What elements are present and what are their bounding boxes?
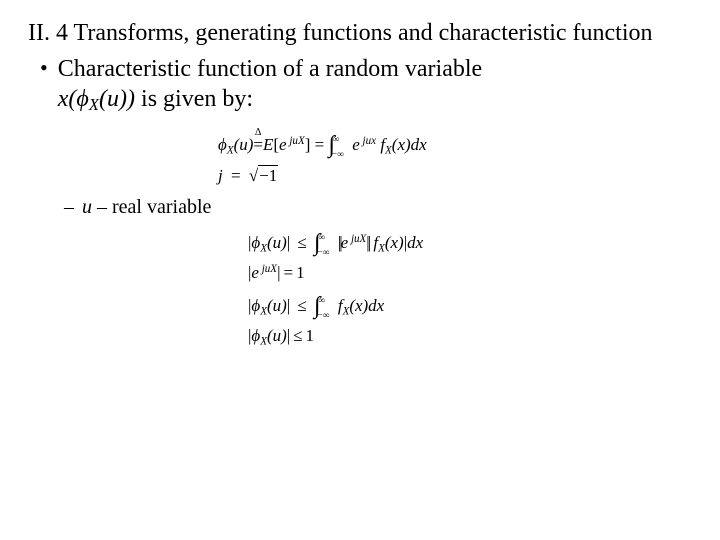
m6-one: 1 (306, 326, 315, 345)
m1-eq2: = (315, 135, 325, 154)
m4-one: 1 (296, 263, 305, 282)
m3-phi: ϕ (251, 233, 260, 252)
m1-exp2: jux (360, 135, 376, 147)
m5-fx: (x)dx (349, 296, 384, 315)
subbullet-item: – u – real variable (64, 194, 692, 220)
section-heading: II. 4 Transforms, generating functions a… (52, 18, 692, 48)
m1-eq-delta: = (253, 135, 263, 155)
m5-le: ≤ (297, 296, 306, 315)
equation-j-def: j = √−1 (218, 165, 692, 186)
math-block-1: ϕX(u)=E[e juX] = ∫∞−∞ e jux fX(x)dx j = … (218, 130, 692, 186)
math-block-2: |ϕX(u)| ≤ ∫∞−∞ ||e juX|| fX(x)|dx |e juX… (248, 228, 692, 347)
equation-characteristic-def: ϕX(u)=E[e juX] = ∫∞−∞ e jux fX(x)dx (218, 130, 692, 157)
bullet-marker: • (40, 54, 48, 82)
m2-sqrt-wrap: √−1 (249, 165, 278, 186)
m3-exp: juX (348, 233, 366, 245)
m1-e: e (279, 135, 287, 154)
m1-fsub: X (385, 144, 392, 156)
m3-sub: X (260, 242, 267, 254)
subbullet-marker: – (64, 194, 74, 220)
bullet-sub-x: X (89, 95, 99, 114)
m5-phi: ϕ (251, 296, 260, 315)
m1-lb: −∞ (332, 150, 344, 160)
m3-fsub: X (378, 242, 385, 254)
sb-dash: – (92, 196, 112, 218)
m1-ub: ∞ (333, 135, 340, 145)
m3-u: (u) (267, 233, 287, 252)
m6-sub: X (260, 336, 267, 348)
m3-lb: −∞ (317, 248, 329, 258)
m6-phi: ϕ (251, 326, 260, 345)
sb-u: u (82, 196, 92, 218)
m2-j: j (218, 166, 223, 185)
m4-e: e (251, 263, 259, 282)
bullet-paren-u: (u)) (99, 86, 135, 112)
m4-eq: = (283, 263, 293, 282)
bullet-text: Characteristic function of a random vari… (58, 54, 483, 116)
m4-exp: juX (259, 263, 277, 275)
subbullet-text: u – real variable (82, 194, 211, 220)
m3-le: ≤ (297, 233, 306, 252)
equation-bound-3: |ϕX(u)|≤1 (248, 326, 692, 347)
m2-inside: −1 (258, 165, 278, 186)
sb-text: real variable (112, 196, 211, 218)
m1-E: E (263, 135, 273, 154)
m1-e2: e (352, 135, 360, 154)
m6-u: (u) (267, 326, 287, 345)
m2-sqrt: √ (249, 166, 258, 185)
m5-u: (u) (267, 296, 287, 315)
m1-bclose: ] (305, 135, 311, 154)
m1-phi: ϕ (218, 135, 227, 154)
bullet-item: • Characteristic function of a random va… (40, 54, 692, 116)
equation-e-norm-1: |e juX|=1 (248, 263, 692, 283)
m5-sub: X (260, 306, 267, 318)
m3-fx: (x) (385, 233, 404, 252)
m3-dx: dx (407, 233, 423, 252)
m1-sub: X (227, 144, 234, 156)
m6-le: ≤ (293, 326, 302, 345)
m1-u: (u) (234, 135, 254, 154)
m1-exp1: juX (287, 135, 305, 147)
m1-fx: (x)dx (392, 135, 427, 154)
m5-lb: −∞ (317, 311, 329, 321)
m2-eq: = (231, 166, 241, 185)
m5-ub: ∞ (318, 296, 325, 306)
bullet-var-x: x( (58, 86, 77, 112)
bullet-line1: Characteristic function of a random vari… (58, 56, 483, 82)
equation-bound-1: |ϕX(u)| ≤ ∫∞−∞ ||e juX|| fX(x)|dx (248, 228, 692, 255)
equation-bound-2: |ϕX(u)| ≤ ∫∞−∞ fX(x)dx (248, 291, 692, 318)
bullet-suffix: is given by: (135, 86, 253, 112)
bullet-phi: ϕ (76, 86, 88, 112)
m3-ub: ∞ (318, 233, 325, 243)
